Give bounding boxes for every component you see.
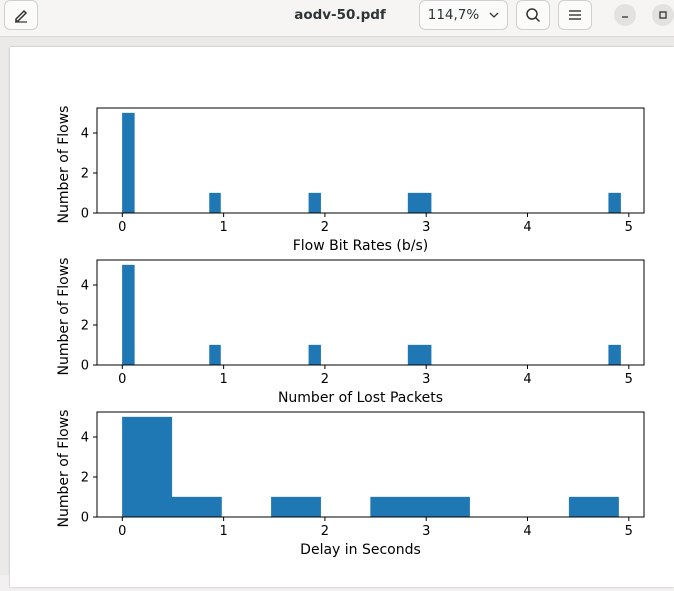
x-tick-label: 2: [321, 524, 329, 539]
x-tick-label: 2: [321, 220, 329, 235]
y-tick-label: 4: [81, 279, 89, 294]
histogram-bar: [608, 344, 621, 366]
x-tick-label: 0: [118, 220, 126, 235]
histogram-bar: [122, 112, 135, 214]
y-axis-label: Number of Flows: [56, 410, 72, 528]
x-tick-label: 1: [219, 372, 227, 387]
histogram-figure: 0 1 2 3 4 5 0 2 4 Flow Bit Rates (b/s) Number of F…: [56, 106, 645, 558]
histogram-bar: [209, 192, 221, 214]
search-icon: [526, 8, 541, 23]
pdf-page: 0 1 2 3 4 5 0 2 4 Flow Bit Rates (b/s) Number of F…: [10, 47, 674, 587]
axes-frame: [96, 107, 645, 214]
x-tick-label: 5: [625, 372, 633, 387]
y-tick-label: 2: [81, 167, 89, 182]
histogram-bar: [171, 496, 222, 518]
x-tick-label: 3: [422, 524, 430, 539]
y-axis-label: Number of Flows: [56, 258, 72, 376]
zoom-level: 114,7%: [427, 7, 480, 23]
histogram-bar: [407, 344, 432, 366]
histogram-bar: [608, 192, 621, 214]
y-tick-label: 2: [81, 471, 89, 486]
maximize-icon: [659, 11, 667, 19]
x-tick-label: 4: [523, 372, 531, 387]
y-tick-label: 2: [81, 319, 89, 334]
y-tick-label: 0: [81, 207, 89, 222]
x-tick-label: 5: [625, 524, 633, 539]
y-tick-label: 0: [81, 359, 89, 374]
histogram-bar: [407, 192, 432, 214]
x-axis-label: Flow Bit Rates (b/s): [293, 238, 429, 254]
y-tick-label: 4: [81, 431, 89, 446]
x-tick-label: 2: [321, 372, 329, 387]
histogram-bar: [122, 416, 173, 518]
x-tick-label: 0: [118, 372, 126, 387]
pencil-annotate-icon: [15, 9, 28, 23]
document-canvas[interactable]: 0 1 2 3 4 5 0 2 4 Flow Bit Rates (b/s) Number of F…: [0, 37, 674, 587]
main-menu-button[interactable]: [558, 0, 592, 30]
y-tick-label: 4: [81, 127, 89, 142]
x-tick-label: 1: [219, 524, 227, 539]
histogram-bar: [122, 264, 135, 366]
search-button[interactable]: [516, 0, 550, 30]
x-tick-label: 3: [422, 372, 430, 387]
x-tick-label: 3: [422, 220, 430, 235]
histogram-bar: [370, 496, 470, 518]
histogram-bar: [271, 496, 322, 518]
y-axis-label: Number of Flows: [56, 106, 72, 224]
axes-frame: [96, 411, 645, 518]
zoom-select[interactable]: 114,7%: [419, 0, 508, 30]
x-tick-label: 4: [523, 524, 531, 539]
histogram-bar: [308, 344, 322, 366]
x-axis-label: Number of Lost Packets: [278, 390, 443, 406]
annotate-button[interactable]: [4, 0, 38, 30]
hamburger-menu-icon: [569, 10, 581, 20]
chevron-down-icon: [489, 12, 499, 18]
x-axis-label: Delay in Seconds: [300, 542, 421, 558]
y-tick-label: 0: [81, 511, 89, 526]
x-tick-label: 5: [625, 220, 633, 235]
title-bar: aodv-50.pdf 114,7%: [0, 0, 674, 37]
histogram-bar: [209, 344, 221, 366]
minimize-button[interactable]: [614, 4, 636, 26]
x-tick-label: 1: [219, 220, 227, 235]
axes-frame: [96, 259, 645, 366]
minimize-icon: [622, 16, 628, 18]
x-tick-label: 4: [523, 220, 531, 235]
document-title: aodv-50.pdf: [294, 7, 386, 23]
x-tick-label: 0: [118, 524, 126, 539]
histogram-bar: [308, 192, 322, 214]
maximize-button[interactable]: [652, 4, 674, 26]
histogram-bar: [568, 496, 619, 518]
